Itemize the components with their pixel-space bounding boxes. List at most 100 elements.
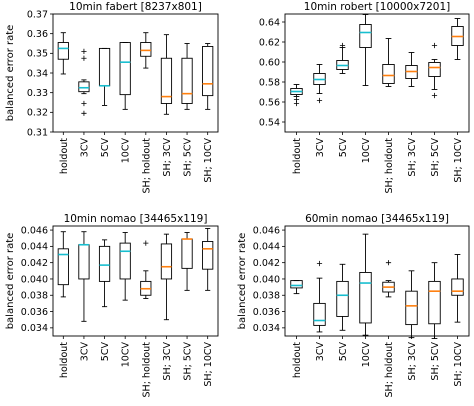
flier-point: [81, 100, 87, 107]
y-tick-label: 0.038: [21, 291, 48, 302]
y-tick-label: 0.56: [259, 97, 280, 108]
y-tick-label: 0.040: [253, 274, 280, 285]
x-tick-label: 10CV: [121, 138, 132, 164]
y-tick-label: 0.35: [27, 49, 48, 60]
box-4: [119, 232, 131, 301]
box-iqr: [119, 242, 131, 280]
box-3: [98, 47, 111, 106]
y-tick-label: 0.034: [253, 323, 280, 334]
y-tick-label: 0.046: [253, 225, 280, 236]
chart-title: 10min robert [10000x7201]: [304, 1, 450, 13]
y-tick-label: 0.54: [259, 117, 280, 128]
x-tick-label: holdout: [292, 138, 303, 174]
box-iqr: [405, 290, 418, 326]
box-4: [119, 42, 131, 110]
x-tick-label: SH; 3CV: [407, 138, 418, 177]
y-tick-label: 0.034: [21, 323, 48, 334]
box-iqr: [160, 57, 173, 104]
box-iqr: [57, 248, 69, 286]
flier-point: [385, 260, 392, 266]
flier-point: [81, 55, 87, 61]
box-7: [181, 43, 193, 110]
box-4: [359, 14, 372, 86]
box-6: [160, 233, 173, 321]
box-iqr: [290, 280, 303, 289]
flier-point: [316, 97, 323, 104]
y-tick-label: 0.040: [21, 274, 48, 285]
box-iqr: [181, 57, 193, 104]
box-2: [78, 48, 90, 116]
box-8: [202, 43, 214, 110]
y-tick-label: 0.044: [21, 242, 48, 253]
box-2: [313, 260, 326, 333]
y-tick-label: 0.58: [259, 77, 280, 88]
flier-point: [316, 260, 323, 267]
box-iqr: [428, 62, 441, 77]
box-8: [202, 227, 214, 291]
box-6: [160, 34, 173, 115]
box-1: [57, 231, 69, 298]
flier-point: [81, 48, 87, 54]
y-tick-label: 0.046: [21, 225, 48, 236]
box-3: [98, 239, 111, 308]
x-tick-label: SH; 3CV: [162, 138, 173, 177]
x-tick-label: 5CV: [338, 342, 349, 362]
y-tick-label: 0.044: [253, 242, 280, 253]
chart-panel: 10min fabert [8237x801] balanced error ra…: [5, 1, 219, 194]
flier-point: [143, 240, 149, 246]
x-tick-label: SH; 10CV: [203, 342, 214, 387]
y-tick-label: 0.32: [27, 108, 48, 119]
y-tick-label: 0.036: [253, 307, 280, 318]
box-iqr: [78, 244, 90, 280]
y-tick-label: 0.62: [259, 37, 280, 48]
x-tick-label: SH; 5CV: [430, 342, 441, 381]
plot-frame: [52, 13, 219, 133]
box-iqr: [451, 278, 464, 296]
x-tick-label: SH; 5CV: [183, 342, 194, 381]
box-8: [451, 18, 464, 60]
box-iqr: [160, 243, 173, 280]
x-tick-label: 10CV: [121, 342, 132, 368]
y-tick-label: 0.042: [21, 258, 48, 269]
chart-title: 10min nomao [34465x119]: [64, 213, 208, 225]
box-4: [359, 233, 372, 336]
chart-title: 10min fabert [8237x801]: [69, 1, 202, 13]
box-8: [451, 254, 464, 323]
y-tick-label: 0.31: [27, 127, 48, 138]
box-iqr: [140, 42, 152, 57]
y-tick-label: 0.34: [27, 68, 48, 79]
box-2: [313, 64, 326, 104]
box-7: [428, 42, 441, 99]
box-5: [140, 32, 152, 69]
flier-point: [431, 42, 438, 49]
box-iqr: [336, 280, 349, 317]
box-iqr: [428, 280, 441, 325]
x-tick-label: 10CV: [361, 342, 372, 368]
x-tick-label: 5CV: [338, 138, 349, 158]
box-5: [382, 260, 395, 298]
x-tick-label: SH; 10CV: [203, 138, 214, 183]
flier-point: [339, 42, 346, 49]
box-iqr: [202, 241, 214, 270]
x-tick-label: SH; holdout: [141, 138, 152, 194]
box-iqr: [78, 81, 90, 93]
x-tick-label: 3CV: [315, 138, 326, 158]
box-iqr: [359, 24, 372, 48]
x-tick-label: 10CV: [361, 138, 372, 164]
box-iqr: [181, 238, 193, 269]
chart-panel: 10min nomao [34465x119] balanced error ra…: [5, 213, 219, 397]
x-tick-label: SH; 3CV: [162, 342, 173, 381]
y-tick-label: 0.042: [253, 258, 280, 269]
x-tick-label: SH; holdout: [384, 138, 395, 194]
box-7: [428, 262, 441, 339]
box-6: [405, 52, 418, 87]
box-1: [290, 280, 303, 295]
x-tick-label: holdout: [59, 342, 70, 378]
y-axis-label: balanced error rate: [5, 233, 16, 330]
box-2: [78, 231, 90, 322]
x-tick-label: 5CV: [100, 138, 111, 158]
x-tick-label: SH; holdout: [384, 342, 395, 398]
plot-frame: [284, 225, 470, 337]
box-7: [181, 232, 193, 291]
box-iqr: [57, 42, 69, 60]
